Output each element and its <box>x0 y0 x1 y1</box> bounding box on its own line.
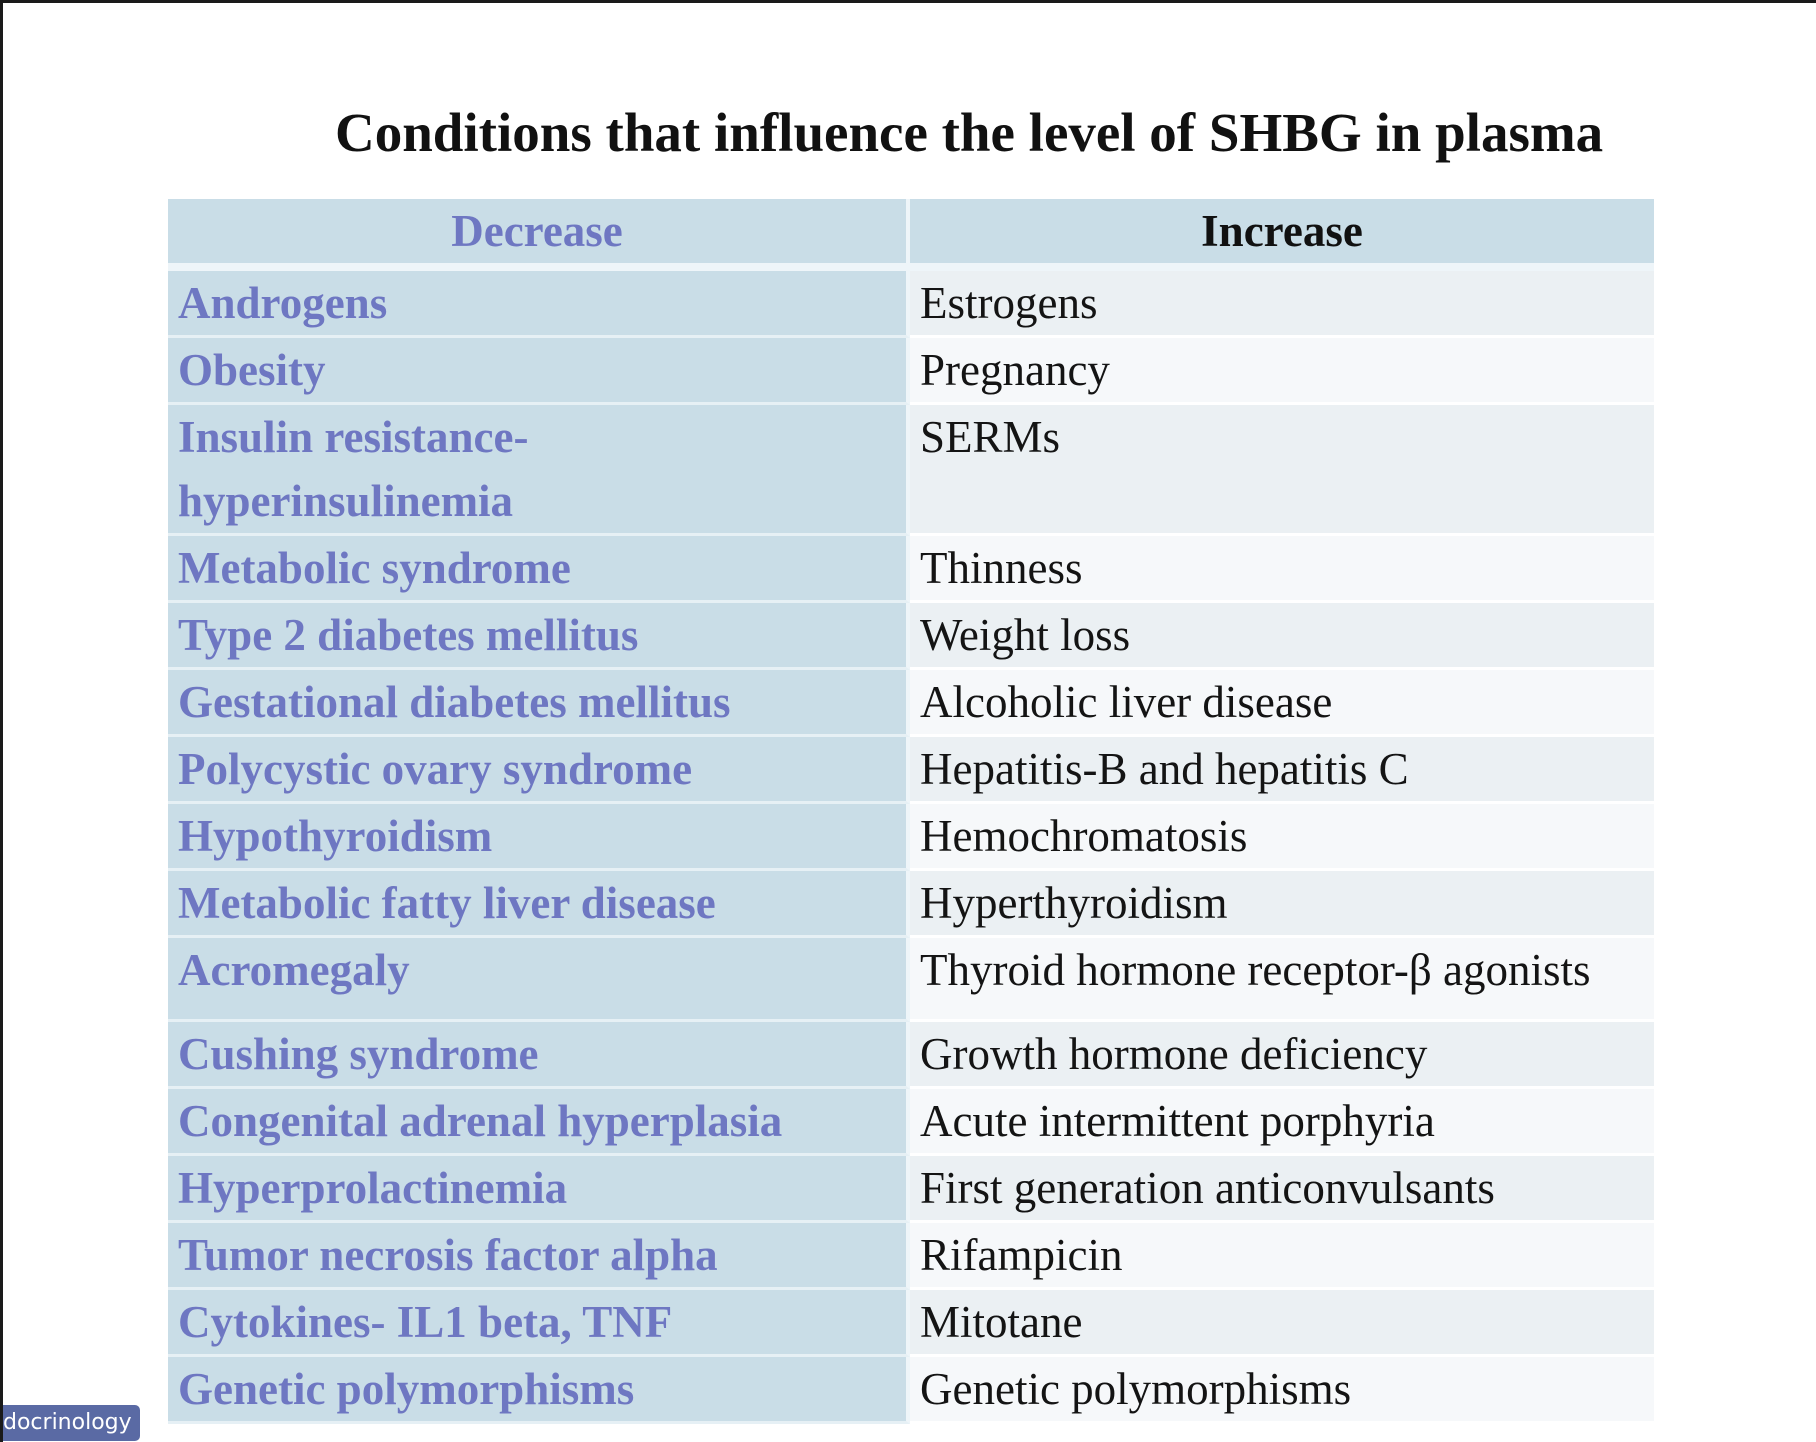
table-row: Polycystic ovary syndrome Hepatitis-B an… <box>168 737 1654 804</box>
table-row: Metabolic fatty liver disease Hyperthyro… <box>168 871 1654 938</box>
increase-cell: Hemochromatosis <box>910 804 1654 871</box>
table-row: Acromegaly Thyroid hormone receptor-β ag… <box>168 938 1654 1022</box>
table-row: Hyperprolactinemia First generation anti… <box>168 1156 1654 1223</box>
increase-cell: Estrogens <box>910 271 1654 338</box>
table-row: Cushing syndrome Growth hormone deficien… <box>168 1022 1654 1089</box>
table-row: Genetic polymorphisms Genetic polymorphi… <box>168 1357 1654 1424</box>
decrease-column-header: Decrease <box>168 199 910 271</box>
increase-cell: Thyroid hormone receptor-β agonists <box>910 938 1654 1022</box>
decrease-cell: Insulin resistance- hyperinsulinemia <box>168 405 910 536</box>
increase-cell: Genetic polymorphisms <box>910 1357 1654 1424</box>
table-row: Hypothyroidism Hemochromatosis <box>168 804 1654 871</box>
increase-cell: Hyperthyroidism <box>910 871 1654 938</box>
decrease-cell: Cushing syndrome <box>168 1022 910 1089</box>
increase-cell: Growth hormone deficiency <box>910 1022 1654 1089</box>
decrease-cell: Cytokines- IL1 beta, TNF <box>168 1290 910 1357</box>
table-row: Insulin resistance- hyperinsulinemia SER… <box>168 405 1654 536</box>
increase-cell: First generation anticonvulsants <box>910 1156 1654 1223</box>
decrease-cell: Acromegaly <box>168 938 910 1022</box>
decrease-cell: Hyperprolactinemia <box>168 1156 910 1223</box>
decrease-cell: Metabolic fatty liver disease <box>168 871 910 938</box>
decrease-cell: Genetic polymorphisms <box>168 1357 910 1424</box>
decrease-cell: Type 2 diabetes mellitus <box>168 603 910 670</box>
table-row: Tumor necrosis factor alpha Rifampicin <box>168 1223 1654 1290</box>
increase-cell: Acute intermittent porphyria <box>910 1089 1654 1156</box>
decrease-cell: Congenital adrenal hyperplasia <box>168 1089 910 1156</box>
increase-cell: Rifampicin <box>910 1223 1654 1290</box>
decrease-cell: Androgens <box>168 271 910 338</box>
table-header-row: Decrease Increase <box>168 199 1654 271</box>
increase-column-header: Increase <box>910 199 1654 271</box>
increase-cell: Alcoholic liver disease <box>910 670 1654 737</box>
decrease-cell: Obesity <box>168 338 910 405</box>
decrease-cell: Polycystic ovary syndrome <box>168 737 910 804</box>
increase-cell: Pregnancy <box>910 338 1654 405</box>
decrease-cell: Gestational diabetes mellitus <box>168 670 910 737</box>
increase-cell: Weight loss <box>910 603 1654 670</box>
increase-cell: Thinness <box>910 536 1654 603</box>
shbg-conditions-table: Decrease Increase Androgens Estrogens Ob… <box>168 199 1654 1424</box>
table-row: Gestational diabetes mellitus Alcoholic … <box>168 670 1654 737</box>
decrease-cell: Hypothyroidism <box>168 804 910 871</box>
increase-cell: SERMs <box>910 405 1654 536</box>
increase-cell: Hepatitis-B and hepatitis C <box>910 737 1654 804</box>
channel-badge[interactable]: docrinology <box>3 1405 140 1441</box>
decrease-cell: Tumor necrosis factor alpha <box>168 1223 910 1290</box>
table-row: Cytokines- IL1 beta, TNF Mitotane <box>168 1290 1654 1357</box>
table-row: Type 2 diabetes mellitus Weight loss <box>168 603 1654 670</box>
slide-title: Conditions that influence the level of S… <box>335 102 1604 163</box>
decrease-cell: Metabolic syndrome <box>168 536 910 603</box>
table-row: Androgens Estrogens <box>168 271 1654 338</box>
increase-cell: Mitotane <box>910 1290 1654 1357</box>
table-row: Congenital adrenal hyperplasia Acute int… <box>168 1089 1654 1156</box>
table-row: Metabolic syndrome Thinness <box>168 536 1654 603</box>
table-row: Obesity Pregnancy <box>168 338 1654 405</box>
